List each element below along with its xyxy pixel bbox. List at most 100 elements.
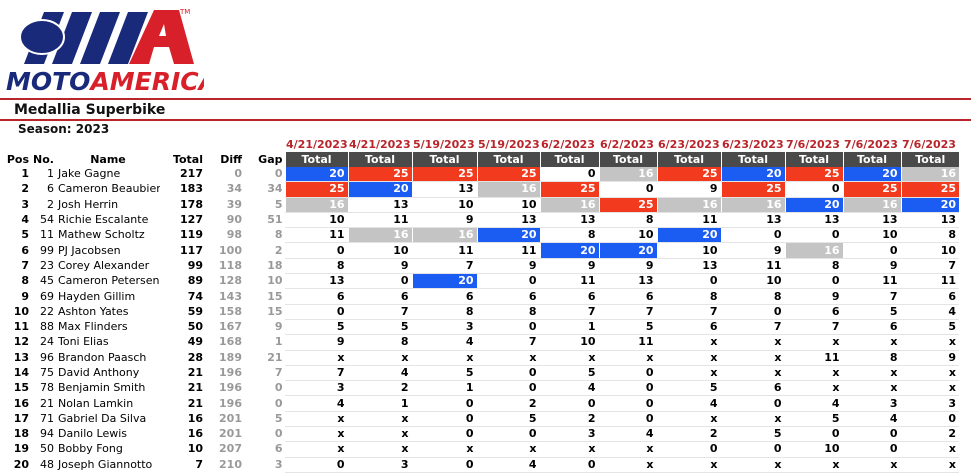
- race-points: 13: [539, 212, 599, 229]
- gap: 15: [267, 304, 283, 318]
- total-points: 21: [187, 366, 203, 379]
- race-points: 4: [476, 457, 540, 473]
- race-points: x: [900, 334, 959, 351]
- race-points: 5: [347, 319, 412, 336]
- position: 9: [21, 289, 29, 303]
- race-points: 5: [476, 411, 540, 428]
- race-points: 8: [900, 227, 959, 244]
- gap: 15: [267, 289, 283, 303]
- race-points: x: [539, 350, 599, 366]
- race-points: 7: [720, 319, 785, 336]
- rider-name: David Anthony: [58, 366, 140, 379]
- race-points: 16: [539, 197, 599, 213]
- race-points: 25: [784, 167, 843, 183]
- race-points: x: [784, 365, 843, 382]
- race-points: 0: [842, 426, 901, 443]
- race-points: 1: [411, 380, 477, 397]
- column-header: Diff: [220, 153, 242, 166]
- race-points: 13: [656, 258, 721, 275]
- race-points: 0: [411, 457, 477, 473]
- race-points: 0: [411, 426, 477, 443]
- race-points: x: [476, 441, 540, 458]
- position: 20: [13, 457, 29, 471]
- race-points: 6: [347, 288, 412, 305]
- position: 10: [13, 304, 29, 318]
- race-points: 9: [784, 288, 843, 305]
- position: 19: [13, 442, 29, 456]
- race-points: 6: [598, 288, 657, 305]
- race-points: 16: [784, 242, 843, 259]
- spacer: [56, 137, 160, 152]
- race-points: 3: [347, 457, 412, 473]
- race-date: 6/23/2023: [658, 138, 720, 151]
- race-points: 25: [842, 181, 901, 198]
- rider-row: 10 22 Ashton Yates 59 158 15 0 7 8 8 7 7 7 0 6 5 4: [0, 304, 959, 320]
- race-points: 16: [284, 197, 348, 213]
- rider-row: 20 48 Joseph Giannotto 7 210 3 0 3 0 4 0 x x x x x x: [0, 457, 959, 473]
- spacer: [244, 137, 285, 152]
- race-points: 0: [411, 395, 477, 412]
- gap: 10: [267, 274, 283, 288]
- rider-row: 7 23 Corey Alexander 99 118 18 8 9 7 9 9 9 13 11 8 9 7: [0, 258, 959, 275]
- race-points: 0: [284, 457, 348, 473]
- race-points: 11: [842, 273, 901, 290]
- race-points: 8: [539, 227, 599, 244]
- race-points: 9: [284, 334, 348, 351]
- race-points: 4: [900, 304, 959, 320]
- position: 6: [21, 243, 29, 257]
- race-points: x: [411, 441, 477, 458]
- race-points: 25: [347, 167, 412, 183]
- race-points: 25: [539, 181, 599, 198]
- race-points: 25: [476, 167, 540, 183]
- diff: 158: [219, 304, 242, 318]
- race-points: 20: [284, 167, 348, 183]
- race-points: x: [598, 350, 657, 366]
- race-points: x: [900, 457, 959, 473]
- logo-america: AMERICA: [88, 67, 204, 96]
- rider-name: Benjamin Smith: [58, 381, 146, 395]
- race-points: 20: [598, 242, 657, 259]
- race-points: 6: [539, 288, 599, 305]
- rider-name: Josh Herrin: [58, 197, 119, 211]
- race-points: 4: [347, 365, 412, 382]
- race-points: x: [598, 457, 657, 473]
- race-points: 2: [347, 380, 412, 397]
- race-points: 25: [720, 181, 785, 198]
- total-points: 59: [187, 304, 203, 318]
- race-points: 0: [539, 395, 599, 412]
- race-points: 0: [347, 273, 412, 290]
- race-points: 10: [842, 227, 901, 244]
- race-points: x: [720, 411, 785, 428]
- race-points: 0: [784, 227, 843, 244]
- diff: 167: [219, 320, 242, 334]
- rider-number: 1: [47, 167, 54, 181]
- diff: 201: [219, 427, 242, 441]
- race-points: 10: [900, 242, 959, 259]
- race-points: x: [656, 334, 721, 351]
- race-points: 4: [598, 426, 657, 443]
- race-points: 2: [656, 426, 721, 443]
- race-points: 9: [720, 242, 785, 259]
- race-points: x: [720, 350, 785, 366]
- race-points: 9: [476, 258, 540, 275]
- race-points: 3: [284, 380, 348, 397]
- race-points: 0: [598, 411, 657, 428]
- race-points: x: [598, 441, 657, 458]
- total-points: 99: [187, 258, 203, 272]
- race-header: Total: [539, 152, 599, 167]
- diff: 189: [219, 350, 242, 364]
- race-points: x: [842, 365, 901, 382]
- rider-number: 50: [40, 442, 54, 456]
- race-points: 25: [411, 167, 477, 183]
- race-points: 3: [411, 319, 477, 336]
- rider-name: Corey Alexander: [58, 258, 150, 272]
- diff: 201: [219, 411, 242, 425]
- race-points: 5: [284, 319, 348, 336]
- race-points: 0: [784, 426, 843, 443]
- diff: 39: [226, 197, 242, 211]
- rider-number: 69: [40, 289, 54, 303]
- race-points: 25: [598, 197, 657, 213]
- position: 11: [13, 320, 29, 334]
- total-points: 89: [187, 274, 203, 288]
- race-header: Total: [284, 152, 348, 167]
